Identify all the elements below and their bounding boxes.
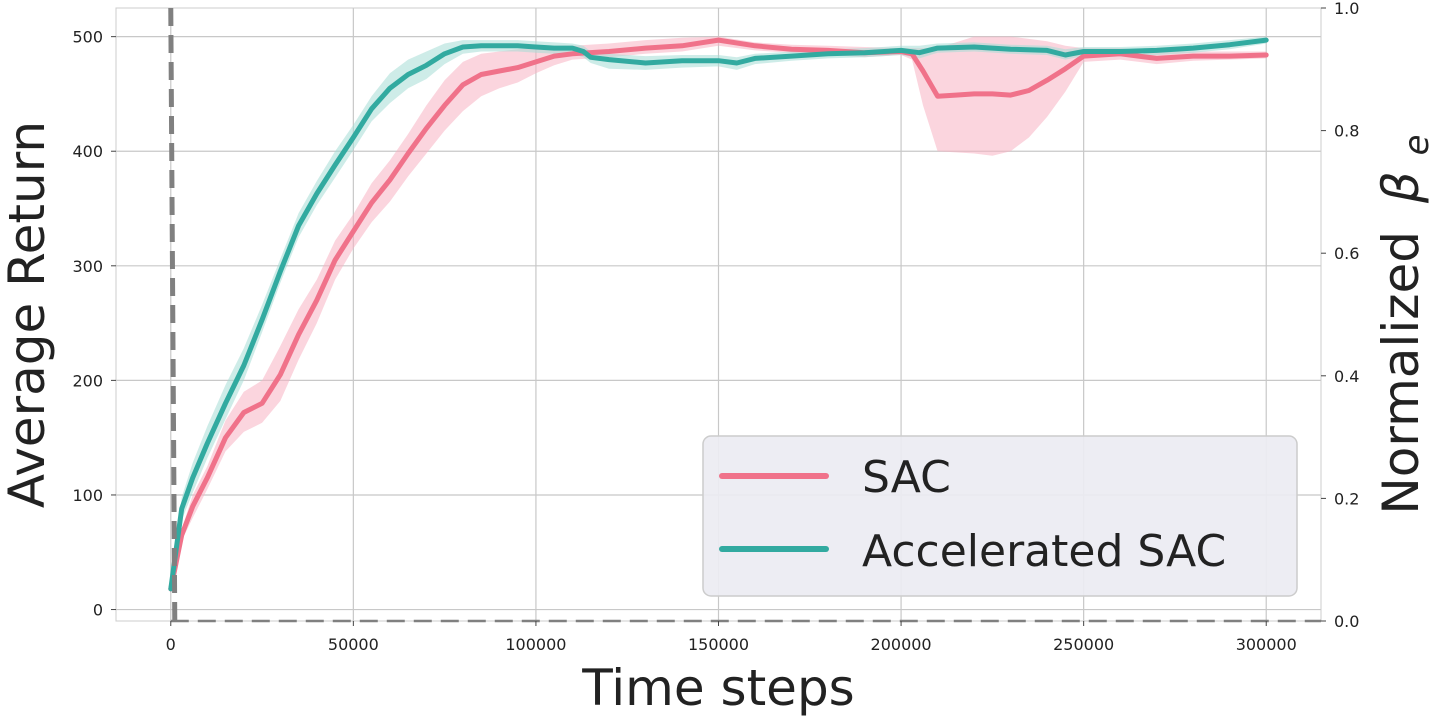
legend-label-sac: SAC	[862, 452, 951, 503]
reference-line-vertical	[168, 7, 178, 622]
x-tick-label: 50000	[328, 635, 379, 654]
y2-tick-label: 0.8	[1334, 122, 1359, 141]
y-tick-label: 0	[93, 601, 103, 620]
x-tick-label: 200000	[871, 635, 932, 654]
y2-axis-ticks: 0.0 0.2 0.4 0.6 0.8 1.0	[1321, 0, 1359, 631]
y-tick-label: 200	[72, 371, 103, 390]
y-axis-title: Average Return	[0, 121, 56, 508]
x-axis-ticks: 0 50000 100000 150000 200000 250000 300000	[166, 621, 1297, 654]
y-axis-ticks: 0 100 200 300 400 500	[72, 28, 116, 620]
legend-box	[702, 435, 1298, 597]
series-lines	[168, 37, 1269, 592]
y2-tick-label: 1.0	[1334, 0, 1359, 18]
reference-lines	[168, 7, 1321, 623]
x-tick-label: 250000	[1053, 635, 1114, 654]
x-tick-label: 100000	[505, 635, 566, 654]
y2-tick-label: 0.2	[1334, 489, 1359, 508]
y2-axis-title: Normalized β e	[1372, 134, 1437, 514]
legend-label-accelerated-sac: Accelerated SAC	[862, 526, 1226, 577]
y-tick-label: 500	[72, 28, 103, 47]
x-tick-label: 0	[166, 635, 176, 654]
y-tick-label: 400	[72, 142, 103, 161]
y2-axis-title-text: Normalized	[1372, 231, 1430, 515]
y2-tick-label: 0.6	[1334, 244, 1359, 263]
y2-tick-label: 0.0	[1334, 612, 1359, 631]
x-tick-label: 300000	[1236, 635, 1297, 654]
legend: SAC Accelerated SAC	[702, 435, 1298, 597]
y-tick-label: 100	[72, 486, 103, 505]
y2-axis-title-symbol: β	[1372, 171, 1430, 204]
series-line-sac	[168, 37, 1269, 592]
x-tick-label: 150000	[688, 635, 749, 654]
x-axis-title: Time steps	[581, 659, 854, 717]
series-line-accelerated-sac	[168, 37, 1269, 592]
y2-tick-label: 0.4	[1334, 367, 1359, 386]
y2-axis-title-subscript: e	[1397, 134, 1437, 155]
y-tick-label: 300	[72, 257, 103, 276]
